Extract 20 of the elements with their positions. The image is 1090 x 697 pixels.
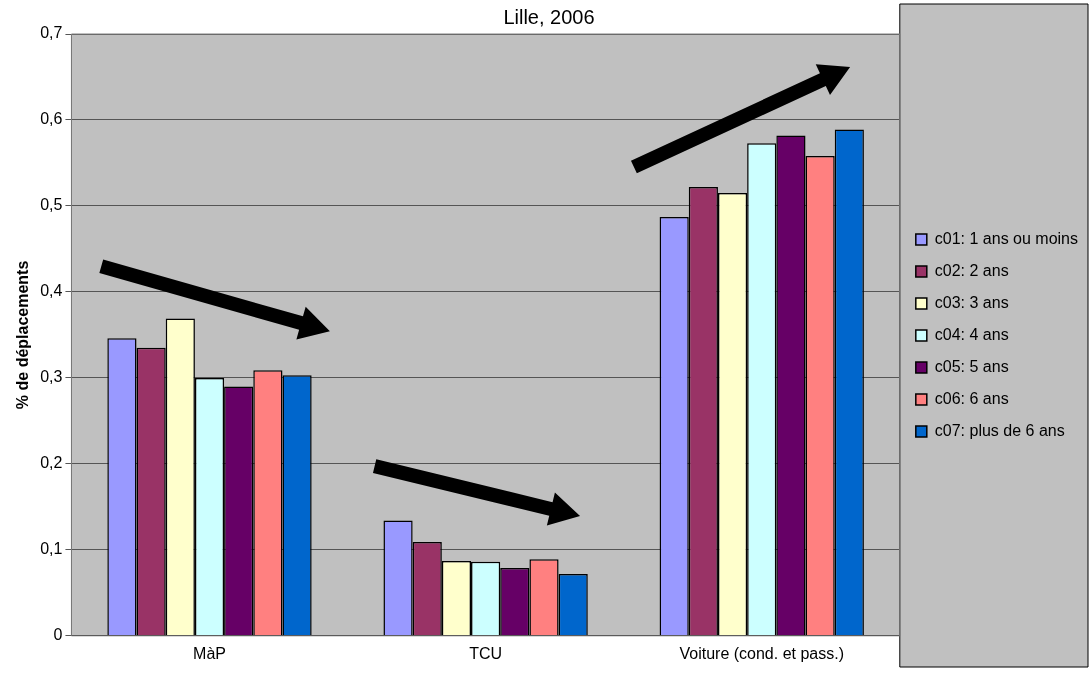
y-tick-label: 0,2	[40, 454, 63, 472]
legend-label: c05: 5 ans	[934, 357, 1009, 375]
y-tick-label: 0,4	[40, 282, 63, 300]
y-tick-label: 0,1	[40, 540, 63, 558]
x-tick-label: MàP	[193, 644, 226, 662]
legend-label: c06: 6 ans	[934, 389, 1009, 407]
legend-label: c04: 4 ans	[934, 325, 1009, 343]
legend-label: c02: 2 ans	[934, 261, 1009, 279]
y-axis-title: % de déplacements	[14, 260, 32, 410]
y-tick-label: 0,7	[40, 24, 63, 42]
legend-label: c01: 1 ans ou moins	[934, 229, 1079, 247]
legend-label: c03: 3 ans	[934, 293, 1009, 311]
legend-label: c07: plus de 6 ans	[934, 421, 1065, 439]
chart-title: Lille, 2006	[503, 5, 595, 28]
y-tick-label: 0,6	[40, 110, 63, 128]
y-tick-label: 0,5	[40, 196, 63, 214]
y-tick-label: 0	[53, 626, 63, 644]
x-tick-label: Voiture (cond. et pass.)	[679, 644, 845, 662]
x-tick-label: TCU	[469, 644, 503, 662]
y-tick-label: 0,3	[40, 368, 63, 386]
